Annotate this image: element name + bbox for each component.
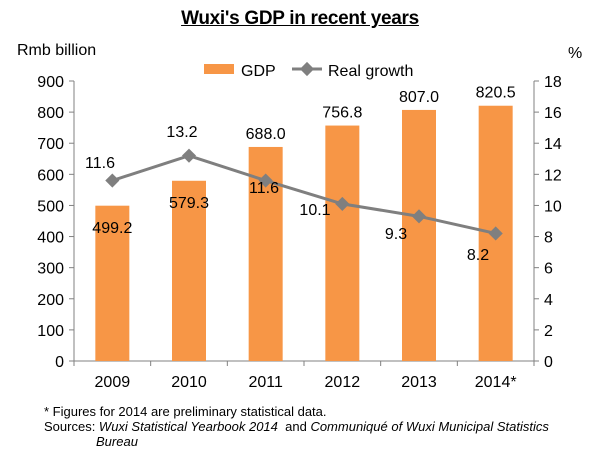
- left-tick-label: 0: [55, 354, 64, 371]
- real-growth-marker: [335, 196, 350, 211]
- footnotes: * Figures for 2014 are preliminary stati…: [44, 404, 584, 449]
- source-yearbook: Wuxi Statistical Yearbook 2014: [98, 419, 278, 434]
- right-tick-label: 16: [544, 105, 562, 122]
- source-communique: Communiqué of Wuxi Municipal Statistics: [310, 419, 549, 434]
- x-tick-label: 2012: [325, 374, 361, 391]
- right-tick-label: 6: [544, 261, 553, 278]
- source-communique-cont: Bureau: [96, 434, 138, 449]
- right-tick-label: 0: [544, 354, 553, 371]
- gdp-data-label: 688.0: [246, 126, 286, 143]
- legend-growth-label: Real growth: [328, 63, 413, 80]
- left-tick-label: 300: [37, 261, 64, 278]
- real-growth-data-label: 13.2: [166, 124, 197, 141]
- right-tick-label: 4: [544, 292, 553, 309]
- gdp-bar: [325, 125, 360, 361]
- real-growth-data-label: 8.2: [467, 247, 489, 264]
- chart-title: Wuxi's GDP in recent years: [181, 8, 419, 29]
- x-tick-label: 2010: [171, 374, 207, 391]
- real-growth-marker: [105, 173, 120, 188]
- right-axis-unit: %: [568, 45, 583, 62]
- left-tick-label: 500: [37, 198, 64, 215]
- gdp-bar: [402, 109, 436, 361]
- footnote-preliminary: * Figures for 2014 are preliminary stati…: [44, 404, 327, 419]
- left-axis-unit: Rmb billion: [17, 42, 97, 59]
- left-tick-label: 900: [37, 74, 64, 91]
- x-tick-label: 2009: [95, 374, 131, 391]
- right-tick-label: 18: [544, 74, 562, 91]
- legend-gdp-swatch: [204, 64, 234, 74]
- left-tick-label: 600: [37, 167, 64, 184]
- left-tick-label: 400: [37, 230, 64, 247]
- left-tick-label: 700: [37, 136, 64, 153]
- real-growth-data-label: 9.3: [385, 226, 407, 243]
- sources-prefix: Sources:: [44, 419, 99, 434]
- left-tick-label: 200: [37, 292, 64, 309]
- x-tick-label: 2013: [401, 374, 437, 391]
- gdp-bar: [172, 180, 206, 361]
- real-growth-marker: [411, 209, 427, 224]
- gdp-data-label: 820.5: [476, 85, 516, 102]
- real-growth-marker: [181, 148, 197, 163]
- right-tick-label: 12: [544, 167, 562, 184]
- real-growth-marker: [488, 226, 503, 241]
- real-growth-data-label: 11.6: [85, 155, 115, 172]
- right-tick-label: 14: [544, 136, 562, 153]
- right-tick-label: 8: [544, 230, 553, 247]
- real-growth-marker: [258, 173, 273, 188]
- sources-and: and: [277, 419, 311, 434]
- left-tick-label: 800: [37, 105, 64, 122]
- chart-title-wrap: Wuxi's GDP in recent years: [0, 8, 600, 30]
- gdp-data-label: 807.0: [399, 89, 439, 106]
- gdp-data-label: 579.3: [169, 195, 209, 212]
- gdp-data-label: 756.8: [322, 105, 362, 122]
- legend-growth-marker: [299, 61, 315, 77]
- right-tick-label: 2: [544, 323, 553, 340]
- x-tick-label: 2011: [248, 374, 283, 391]
- real-growth-line: [111, 154, 496, 235]
- right-tick-label: 10: [544, 198, 562, 215]
- x-tick-label: 2014*: [475, 374, 517, 391]
- real-growth-data-label: 11.6: [249, 180, 279, 197]
- gdp-bar: [95, 205, 130, 361]
- legend-gdp-label: GDP: [241, 63, 276, 80]
- left-tick-label: 100: [37, 323, 64, 340]
- gdp-data-label: 499.2: [92, 220, 132, 237]
- real-growth-data-label: 10.1: [299, 202, 330, 219]
